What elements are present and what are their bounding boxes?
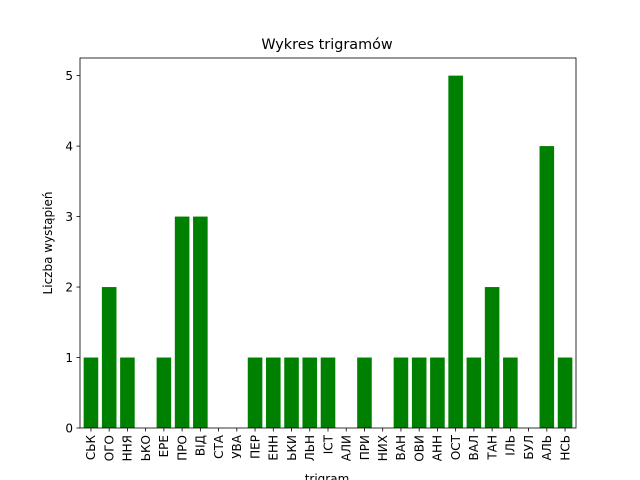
bar-ЕНН: [266, 357, 281, 428]
x-tick-label: ОГО: [102, 435, 116, 461]
x-tick-label: ЬКО: [139, 435, 153, 461]
plot-frame: [79, 57, 577, 429]
x-tick-label: ІСТ: [321, 434, 335, 454]
x-tick-label: НСЬ: [558, 435, 572, 461]
bar-ІСТ: [320, 357, 336, 428]
x-tick-label: АЛЬ: [540, 435, 554, 460]
x-tick-label: ВАН: [394, 435, 408, 460]
x-tick-label: НИХ: [376, 435, 390, 461]
x-tick-label: ННЯ: [121, 435, 135, 461]
x-tick-label: БУЛ: [522, 435, 536, 460]
bar-ОВИ: [411, 357, 427, 428]
bar-ВАЛ: [466, 357, 482, 428]
bar-ЕРЕ: [156, 357, 172, 428]
y-tick-label: 5: [65, 69, 73, 83]
x-tick-label: ІЛЬ: [504, 435, 518, 456]
bar-ОГО: [101, 287, 117, 428]
x-tick-label: ЕНН: [267, 435, 281, 461]
y-tick-label: 4: [65, 139, 73, 153]
x-tick-label: АНН: [431, 435, 445, 461]
x-tick-label: ПЕР: [248, 435, 262, 459]
bar-ЛЬН: [302, 357, 318, 428]
x-tick-label: ВІД: [194, 435, 208, 456]
x-tick-label: ОВИ: [412, 435, 426, 462]
bar-ВАН: [393, 357, 409, 428]
y-tick-label: 2: [65, 280, 73, 294]
x-axis-label: trigram: [305, 472, 350, 480]
bar-ННЯ: [120, 357, 135, 428]
bar-НСЬ: [557, 357, 573, 428]
bar-ПЕР: [247, 357, 263, 428]
bar-ОСТ: [448, 75, 463, 428]
x-tick-label: ВАЛ: [467, 435, 481, 460]
x-tick-label: ОСТ: [449, 434, 463, 460]
y-axis: 0 1 2 3 4 5: [65, 69, 80, 435]
x-tick-label: УВА: [230, 434, 244, 459]
bar-ПРИ: [357, 357, 372, 428]
bars: [83, 75, 573, 428]
x-tick-label: ЬКИ: [285, 435, 299, 461]
chart-title: Wykres trigramów: [261, 37, 393, 53]
bar-ВІД: [193, 216, 208, 428]
bar-ПРО: [174, 216, 190, 428]
bar-АЛЬ: [539, 146, 555, 428]
bar-ЬКИ: [284, 357, 299, 428]
y-tick-label: 0: [65, 421, 73, 435]
x-tick-label: СЬК: [84, 435, 98, 461]
y-axis-label: Liczba wystąpień: [41, 192, 55, 295]
bar-ТАН: [484, 287, 500, 428]
x-tick-label: СТА: [212, 434, 226, 459]
x-tick-label: ТАН: [485, 435, 499, 461]
bar-ІЛЬ: [503, 357, 518, 428]
y-tick-label: 3: [65, 210, 73, 224]
y-tick-label: 1: [65, 351, 73, 365]
x-tick-label: ЛЬН: [303, 435, 317, 461]
x-axis: СЬК ОГО ННЯ ЬКО ЕРЕ ПРО ВІД СТА УВА ПЕР ЕНН ЬКИ ЛЬН І…: [84, 428, 572, 462]
x-tick-label: АЛИ: [340, 435, 354, 461]
x-tick-label: ЕРЕ: [157, 435, 171, 457]
bar-СЬК: [83, 357, 99, 428]
bar-АНН: [430, 357, 445, 428]
x-tick-label: ПРИ: [358, 435, 372, 460]
x-tick-label: ПРО: [175, 435, 189, 461]
